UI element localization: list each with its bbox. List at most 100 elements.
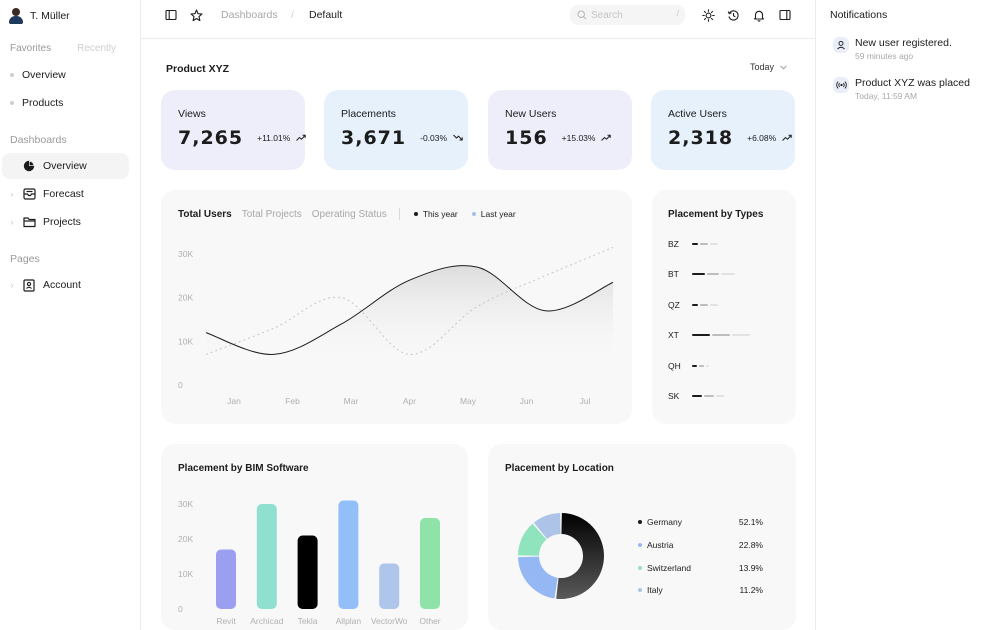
legend-dot xyxy=(638,520,642,524)
kpi-label: Views xyxy=(178,108,206,120)
user-menu[interactable]: T. Müller xyxy=(9,8,70,24)
y-tick-label: 30K xyxy=(178,249,193,259)
sidebar-item-forecast[interactable]: › Forecast xyxy=(2,181,129,207)
legend-this-year: This year xyxy=(413,209,458,219)
chevron-right-icon: › xyxy=(10,189,14,199)
donut-slice-switzerland xyxy=(518,523,547,556)
legend-label: Last year xyxy=(480,209,516,219)
placement-type-label: SK xyxy=(668,391,680,401)
inbox-icon xyxy=(22,187,36,201)
bar-archicad xyxy=(256,504,277,609)
sidebar-item-account[interactable]: › Account xyxy=(2,272,129,298)
panel-icon[interactable] xyxy=(778,8,792,22)
tab-favorites[interactable]: Favorites xyxy=(10,43,52,54)
placement-type-row: BT xyxy=(668,269,737,279)
placement-type-label: XT xyxy=(668,330,679,341)
placement-type-row: QH xyxy=(668,361,711,371)
x-tick-label: Feb xyxy=(285,396,300,406)
placement-type-bar-segment xyxy=(732,334,750,337)
kpi-label: Active Users xyxy=(668,108,727,120)
breadcrumb-current: Default xyxy=(309,9,343,21)
kpi-value: 2,318 xyxy=(668,127,734,149)
sidebar-toggle-icon[interactable] xyxy=(164,8,178,22)
notification-text: Product XYZ was placed xyxy=(855,77,970,89)
history-icon[interactable] xyxy=(726,8,740,22)
placement-type-bar-segment xyxy=(700,243,708,245)
bell-icon[interactable] xyxy=(752,8,766,22)
placement-type-bar-segment xyxy=(707,273,719,276)
chevron-right-icon: › xyxy=(10,217,14,227)
kpi-value: 7,265 xyxy=(178,127,244,149)
placement-type-row: SK xyxy=(668,391,726,401)
search-input[interactable]: Search / xyxy=(570,5,685,25)
kpi-label: Placements xyxy=(341,108,396,120)
kpi-change: -0.03% xyxy=(420,133,448,143)
placement-types-card: Placement by Types BZ BT QZ XT QH SK xyxy=(652,190,796,424)
kpi-change: +15.03% xyxy=(561,133,596,143)
x-tick-label: Allplan xyxy=(336,616,362,626)
sidebar-item-overview[interactable]: Overview xyxy=(2,153,129,179)
legend-dot xyxy=(413,212,418,216)
kpi-change: +6.08% xyxy=(747,133,777,143)
bar-vectorwo xyxy=(379,563,400,609)
topbar: Dashboards / Default Search / xyxy=(141,0,815,39)
x-tick-label: Archicad xyxy=(250,616,283,626)
placement-type-bar-segment xyxy=(710,243,718,245)
kpi-change: +11.01% xyxy=(257,133,291,143)
favorite-item-products[interactable]: Products xyxy=(10,97,63,109)
breadcrumb-separator: / xyxy=(291,9,294,21)
location-legend-row: Austria 22.8% xyxy=(638,540,763,550)
placement-type-bar-segment xyxy=(692,334,710,337)
placement-type-label: BT xyxy=(668,269,679,280)
tab-divider xyxy=(398,208,400,220)
page-title: Product XYZ xyxy=(166,63,230,75)
breadcrumb-dashboards[interactable]: Dashboards xyxy=(221,9,278,21)
y-tick-label: 20K xyxy=(178,293,193,303)
tab-total-projects[interactable]: Total Projects xyxy=(241,208,302,220)
placement-type-row: BZ xyxy=(668,239,720,249)
x-tick-label: May xyxy=(460,396,477,406)
kpi-card-new-users: New Users 156 +15.03% xyxy=(488,90,632,170)
pages-section-label: Pages xyxy=(10,253,40,265)
sidebar-item-projects[interactable]: › Projects xyxy=(2,209,129,235)
notification-item[interactable]: Product XYZ was placed Today, 11:59 AM xyxy=(833,77,970,101)
bar-revit xyxy=(216,549,236,609)
star-icon[interactable] xyxy=(189,8,203,22)
notification-item[interactable]: New user registered. 59 minutes ago xyxy=(833,37,952,61)
placement-type-bar-segment xyxy=(721,273,735,276)
tab-recently[interactable]: Recently xyxy=(77,43,117,54)
donut-slice-italy xyxy=(533,513,561,539)
favorite-item-overview[interactable]: Overview xyxy=(10,69,66,81)
tab-total-users[interactable]: Total Users xyxy=(178,208,232,220)
y-tick-label: 0 xyxy=(178,604,183,614)
placement-type-label: BZ xyxy=(668,239,679,249)
user-name: T. Müller xyxy=(30,10,70,22)
sidebar-item-label: Forecast xyxy=(43,188,84,200)
bim-software-card: Placement by BIM Software 0 10K 20K 30K Revi… xyxy=(161,444,468,630)
placement-type-bar-segment xyxy=(692,303,698,306)
placement-type-bar-segment xyxy=(692,364,697,367)
location-card: Placement by Location Germany 52.1% Austri… xyxy=(488,444,796,630)
series-line-this-year xyxy=(205,265,614,355)
bim-software-bar-chart: 0 10K 20K 30K Revit Archicad Tekla Allplan Vecto… xyxy=(178,499,441,626)
trend-up-icon xyxy=(782,133,792,143)
favorite-label: Products xyxy=(22,97,64,109)
legend-last-year: Last year xyxy=(471,209,516,219)
sidebar: T. Müller Favorites Recently Overview Pr… xyxy=(0,0,141,630)
sidebar-item-label: Overview xyxy=(43,160,87,172)
sun-icon[interactable] xyxy=(701,8,715,22)
tab-operating-status[interactable]: Operating Status xyxy=(311,208,387,220)
date-range-select[interactable]: Today xyxy=(750,62,787,72)
notifications-panel: Notifications New user registered. 59 mi… xyxy=(815,0,982,630)
placement-type-bar-segment xyxy=(692,243,698,245)
location-value: 11.2% xyxy=(739,585,763,596)
location-value: 13.9% xyxy=(738,562,763,573)
legend-dot xyxy=(638,542,642,547)
placement-type-label: QZ xyxy=(668,299,680,310)
location-legend-row: Germany 52.1% xyxy=(638,517,763,527)
card-title: Placement by BIM Software xyxy=(178,463,309,474)
kpi-label: New Users xyxy=(505,108,557,120)
x-tick-label: VectorWo xyxy=(371,616,408,626)
search-shortcut: / xyxy=(676,9,679,18)
search-placeholder: Search xyxy=(591,9,623,21)
